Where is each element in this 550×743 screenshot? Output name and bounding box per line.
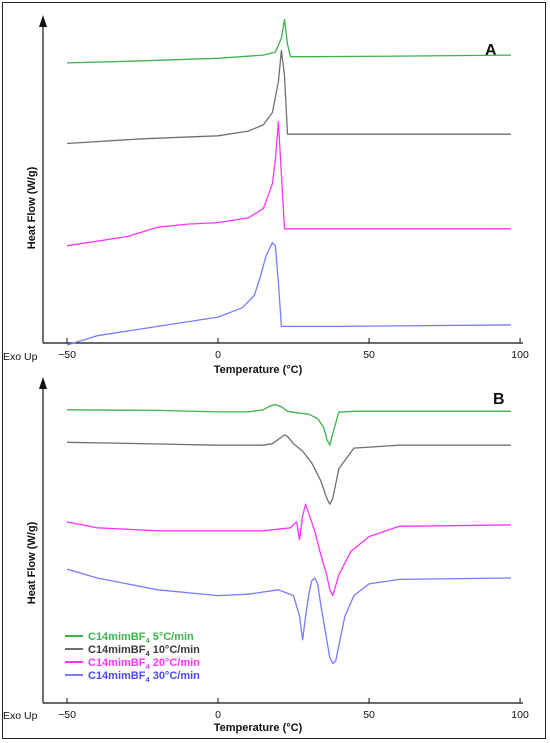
series-lines-b [66,403,512,665]
x-axis-label-b: Temperature (°C) [214,722,303,734]
series-lines-a [66,18,512,346]
x-tick-label: −50 [58,709,76,721]
legend-label: C14mimBF4 5°C/min [88,631,194,645]
x-tick-label: 50 [363,709,375,721]
legend-label: C14mimBF4 10°C/min [88,644,200,658]
panel-label-b: B [493,391,505,408]
panel-a: Heat Flow (W/g) Exo Up Temperature (°C) … [3,15,529,376]
x-ticks-a: −50 0 50 100 [58,338,529,361]
legend-label: C14mimBF4 20°C/min [88,657,200,671]
series-line-2 [66,49,511,145]
corner-label-a: Exo Up [3,351,38,363]
x-tick-label: 100 [511,349,529,361]
panel-b: Heat Flow (W/g) Exo Up Temperature (°C) … [3,377,529,734]
x-tick-label: 0 [215,349,221,361]
series-line-3 [66,121,511,247]
series-line-1 [66,18,512,64]
y-axis-arrow-a [39,15,47,27]
y-axis-arrow-b [39,377,47,389]
corner-label-b: Exo Up [3,710,38,722]
x-tick-label: 100 [511,709,529,721]
series-line-4 [66,568,512,665]
panel-label-a: A [485,42,497,59]
x-tick-label: −50 [58,349,76,361]
x-axis-label-a: Temperature (°C) [214,364,303,376]
dsc-figure: Heat Flow (W/g) Exo Up Temperature (°C) … [3,15,529,734]
series-line-2 [66,434,511,505]
legend-label: C14mimBF4 30°C/min [88,670,200,684]
series-line-1 [66,403,511,446]
y-axis-label-a: Heat Flow (W/g) [26,166,38,249]
series-line-3 [66,503,512,597]
x-tick-label: 0 [215,709,221,721]
x-tick-label: 50 [363,349,375,361]
y-axis-label-b: Heat Flow (W/g) [26,521,38,604]
series-line-4 [66,242,512,346]
x-ticks-b: −50 0 50 100 [58,698,529,721]
